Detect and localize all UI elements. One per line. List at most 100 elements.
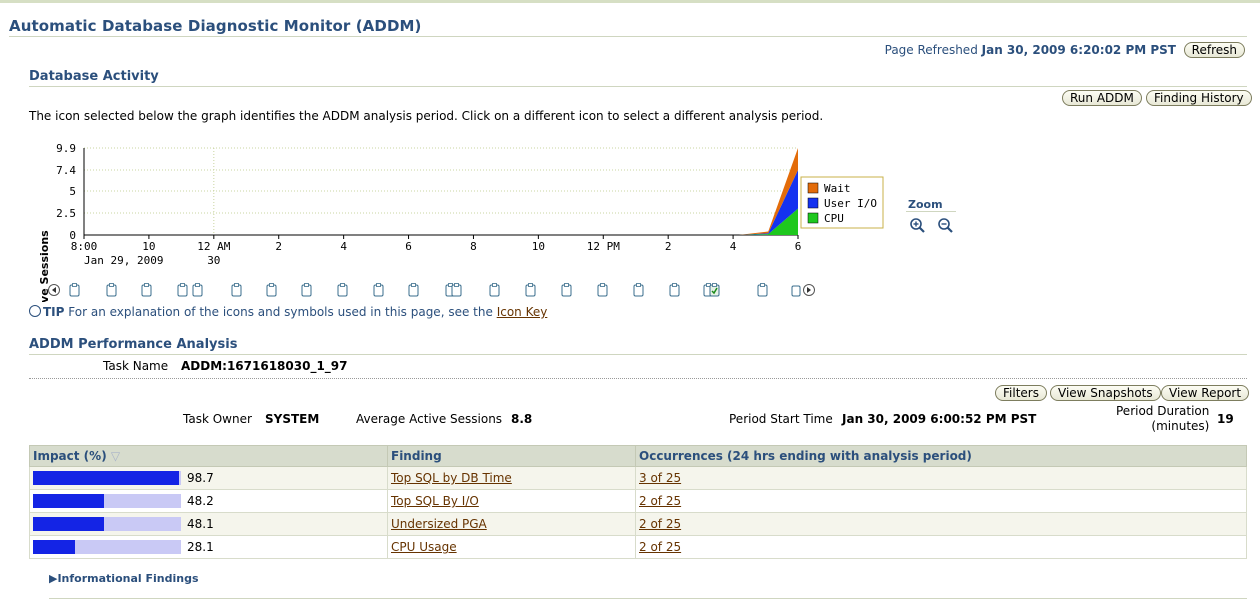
snapshot-icon[interactable] (525, 283, 536, 297)
analysis-divider (29, 354, 1247, 355)
snapshot-icon[interactable] (192, 283, 203, 297)
snapshot-icon[interactable] (597, 283, 608, 297)
tip-text: For an explanation of the icons and symb… (68, 305, 493, 319)
x-tick-label: 8 (470, 240, 477, 253)
finding-history-button[interactable]: Finding History (1146, 90, 1252, 106)
occurrences-link[interactable]: 2 of 25 (639, 517, 682, 531)
occurrences-link[interactable]: 2 of 25 (639, 494, 682, 508)
impact-column-header[interactable]: Impact (%) ▽ (29, 445, 388, 467)
table-row: 28.1 CPU Usage 2 of 25 (29, 535, 1247, 559)
informational-findings-toggle[interactable]: ▶Informational Findings (49, 572, 199, 585)
tip-row: TIP For an explanation of the icons and … (29, 304, 547, 319)
zoom-label: Zoom (908, 198, 943, 211)
scroll-right-icon[interactable] (803, 284, 815, 296)
legend-swatch (807, 212, 819, 224)
tip-label: TIP (43, 305, 65, 319)
finding-link[interactable]: Undersized PGA (391, 517, 487, 531)
snapshot-icon[interactable] (301, 283, 312, 297)
series-area-user-i-o (84, 169, 798, 235)
view-snapshots-button[interactable]: View Snapshots (1050, 385, 1161, 401)
y-tick-label: 0 (69, 229, 76, 242)
snapshot-icon[interactable] (231, 283, 242, 297)
period-duration-label-line1: Period Duration (1116, 404, 1210, 418)
snapshot-icon[interactable] (106, 283, 117, 297)
title-divider (9, 36, 1247, 37)
snapshot-selected-icon[interactable] (709, 283, 720, 297)
impact-cell: 98.7 (33, 471, 384, 485)
finding-link[interactable]: CPU Usage (391, 540, 457, 554)
snapshot-icon[interactable] (177, 283, 188, 297)
analysis-period-instruction: The icon selected below the graph identi… (29, 109, 824, 123)
snapshot-icon[interactable] (489, 283, 500, 297)
zoom-out-icon[interactable] (938, 218, 953, 233)
snapshot-icon[interactable] (373, 283, 384, 297)
occurrences-link[interactable]: 2 of 25 (639, 540, 682, 554)
impact-header-label: Impact (%) (33, 449, 107, 463)
impact-bar-fill (33, 471, 180, 485)
filters-button[interactable]: Filters (995, 385, 1047, 401)
impact-bar (33, 540, 181, 554)
informational-findings-label: Informational Findings (57, 572, 199, 585)
snapshot-icon[interactable] (757, 283, 768, 297)
table-row: 98.7 Top SQL by DB Time 3 of 25 (29, 466, 1247, 490)
x-tick-label: 2 (665, 240, 672, 253)
snapshot-icon[interactable] (408, 283, 419, 297)
snapshot-icon[interactable] (337, 283, 348, 297)
impact-value: 28.1 (187, 540, 214, 554)
activity-divider (29, 86, 1247, 87)
x-tick-sublabel: 30 (207, 254, 220, 267)
snapshot-icon[interactable] (791, 285, 801, 297)
page-refreshed-info: Page Refreshed Jan 30, 2009 6:20:02 PM P… (885, 43, 1176, 57)
dotted-divider (29, 378, 1247, 379)
snapshot-icon[interactable] (633, 283, 644, 297)
snapshot-icon[interactable] (561, 283, 572, 297)
task-name-label: Task Name (103, 359, 169, 373)
x-tick-sublabel: Jan 29, 2009 (84, 254, 163, 267)
snapshot-icon[interactable] (451, 283, 462, 297)
x-tick-label: 2 (275, 240, 282, 253)
period-duration-label: Period Duration (minutes) (1116, 404, 1209, 434)
zoom-divider (906, 211, 956, 212)
impact-cell: 48.1 (33, 517, 384, 531)
occurrences-link[interactable]: 3 of 25 (639, 471, 682, 485)
addm-analysis-heading: ADDM Performance Analysis (29, 337, 238, 352)
scroll-left-icon[interactable] (48, 284, 60, 296)
page-title: Automatic Database Diagnostic Monitor (A… (9, 17, 422, 35)
y-tick-label: 9.9 (56, 142, 76, 155)
zoom-in-icon[interactable] (910, 218, 925, 233)
impact-bar (33, 517, 181, 531)
impact-cell: 28.1 (33, 540, 384, 554)
period-duration-label-line2: (minutes) (1151, 419, 1210, 433)
refresh-button[interactable]: Refresh (1183, 42, 1245, 58)
y-axis-label: Active Sessions (38, 230, 51, 302)
y-tick-label: 7.4 (56, 164, 76, 177)
x-tick-label: 10 (142, 240, 155, 253)
impact-cell: 48.2 (33, 494, 384, 508)
finding-link[interactable]: Top SQL by DB Time (391, 471, 512, 485)
finding-link[interactable]: Top SQL By I/O (391, 494, 479, 508)
snapshot-icon[interactable] (141, 283, 152, 297)
y-axis-ticks: 0 2.5 5 7.4 9.9 (56, 142, 76, 242)
icon-key-link[interactable]: Icon Key (496, 305, 548, 319)
period-start-label: Period Start Time (729, 412, 833, 426)
legend-swatch (807, 182, 819, 194)
snapshot-icon[interactable] (266, 283, 277, 297)
period-start-value: Jan 30, 2009 6:00:52 PM PST (842, 412, 1037, 426)
x-tick-label: 6 (405, 240, 412, 253)
impact-bar (33, 471, 181, 485)
snapshot-icon[interactable] (69, 283, 80, 297)
zoom-controls (909, 217, 957, 238)
impact-value: 98.7 (187, 471, 214, 485)
x-tick-label: 10 (532, 240, 545, 253)
task-owner-label: Task Owner (183, 412, 252, 426)
y-tick-label: 2.5 (56, 207, 76, 220)
period-duration-value: 19 (1217, 412, 1234, 426)
run-addm-button[interactable]: Run ADDM (1062, 90, 1142, 106)
bottom-divider (49, 598, 1247, 599)
view-report-button[interactable]: View Report (1161, 385, 1250, 401)
sort-descending-icon: ▽ (110, 449, 121, 463)
snapshot-icon[interactable] (669, 283, 680, 297)
x-tick-label: 4 (340, 240, 347, 253)
avg-active-sessions-label: Average Active Sessions (356, 412, 503, 426)
